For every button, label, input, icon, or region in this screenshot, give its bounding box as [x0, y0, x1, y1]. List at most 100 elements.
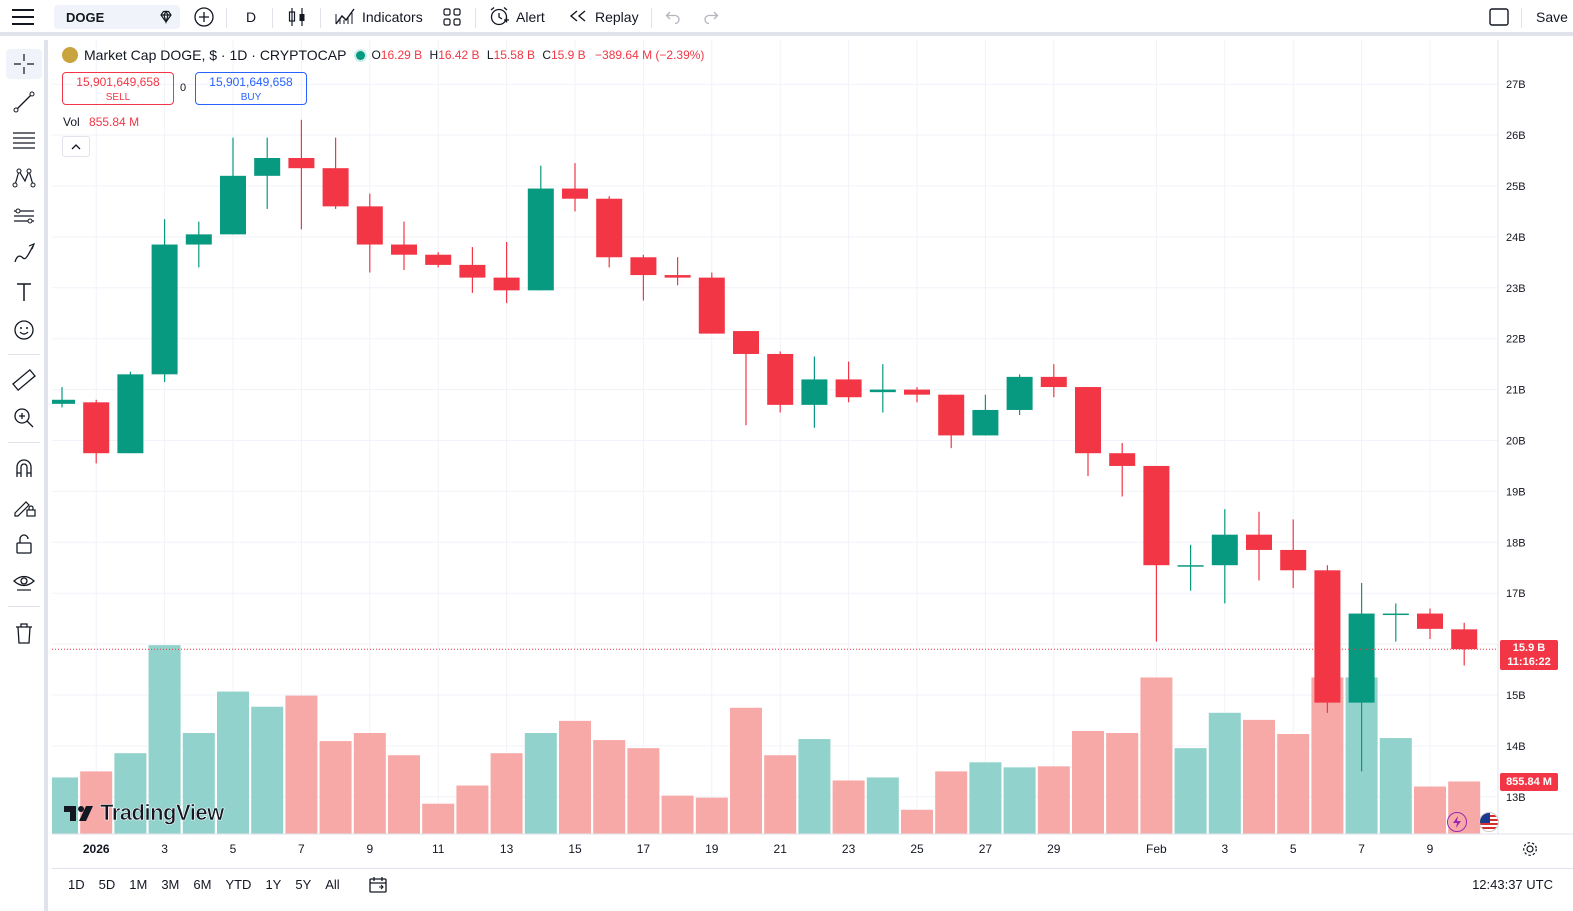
interval-button[interactable]: D — [246, 9, 257, 25]
candle-body[interactable] — [767, 353, 794, 405]
layout-icon[interactable] — [1489, 0, 1509, 34]
candle-body[interactable] — [254, 158, 281, 176]
candle-body[interactable] — [83, 402, 110, 454]
candle-body[interactable] — [185, 234, 212, 245]
range-button-1y[interactable]: 1Y — [265, 877, 282, 892]
ruler-icon[interactable] — [6, 365, 42, 395]
diamond-icon[interactable] — [158, 9, 174, 28]
replay-button[interactable]: Replay — [569, 0, 639, 34]
range-button-3m[interactable]: 3M — [161, 877, 180, 892]
candle-body[interactable] — [356, 206, 383, 245]
add-symbol-icon[interactable] — [193, 0, 215, 34]
candle-body[interactable] — [459, 264, 486, 278]
collapse-legend-button[interactable] — [62, 136, 90, 157]
range-button-ytd[interactable]: YTD — [225, 877, 252, 892]
candle-body[interactable] — [562, 188, 588, 199]
candle-body[interactable] — [425, 254, 452, 265]
candle-body[interactable] — [1143, 465, 1170, 566]
save-button[interactable]: Save — [1536, 9, 1568, 25]
volume-bar — [901, 809, 933, 834]
candle-body[interactable] — [1417, 613, 1443, 629]
candle-body[interactable] — [1246, 534, 1272, 550]
candle-body[interactable] — [1177, 565, 1204, 567]
magnet-icon[interactable] — [6, 453, 42, 483]
candle-body[interactable] — [1382, 613, 1409, 616]
y-tick-label: 23B — [1506, 283, 1526, 295]
volume-bar — [422, 803, 455, 834]
lock-drawing-icon[interactable] — [6, 491, 42, 521]
candle-body[interactable] — [733, 331, 759, 354]
doge-logo-icon — [62, 47, 78, 63]
symbol-search-button[interactable]: DOGE — [54, 5, 180, 29]
candle-body[interactable] — [1006, 376, 1033, 410]
range-button-5y[interactable]: 5Y — [295, 877, 312, 892]
candle-body[interactable] — [1280, 549, 1307, 571]
trend-line-icon[interactable] — [6, 87, 42, 117]
candle-body[interactable] — [1314, 570, 1341, 703]
forecast-icon[interactable] — [6, 201, 42, 231]
undo-icon[interactable] — [665, 0, 681, 34]
goto-date-icon[interactable] — [368, 876, 388, 894]
candle-body[interactable] — [801, 379, 828, 405]
crosshair-icon[interactable] — [6, 49, 42, 79]
zoom-in-icon[interactable] — [6, 403, 42, 433]
volume-bar — [319, 741, 352, 834]
candle-body[interactable] — [52, 399, 75, 404]
candle-body[interactable] — [664, 275, 691, 278]
last-price-value: 15.9 B — [1512, 642, 1546, 654]
range-button-1m[interactable]: 1M — [129, 877, 148, 892]
range-button-all[interactable]: All — [325, 877, 340, 892]
replay-label: Replay — [595, 9, 639, 25]
us-flag-icon[interactable] — [1479, 812, 1499, 832]
menu-icon[interactable] — [12, 0, 34, 34]
volume-bar — [730, 707, 762, 834]
alert-button[interactable]: Alert — [488, 0, 545, 34]
range-button-1d[interactable]: 1D — [68, 877, 85, 892]
y-tick-label: 27B — [1506, 79, 1526, 91]
candle-body[interactable] — [835, 379, 862, 398]
candlestick-chart[interactable]: 13B14B15B16B17B18B19B20B21B22B23B24B25B2… — [52, 40, 1573, 868]
candle-body[interactable] — [288, 158, 315, 169]
indicators-button[interactable]: Indicators — [334, 0, 423, 34]
buy-button[interactable]: 15,901,649,658 BUY — [195, 72, 307, 105]
trash-icon[interactable] — [6, 618, 42, 648]
range-button-5d[interactable]: 5D — [98, 877, 116, 892]
candle-body[interactable] — [493, 277, 520, 291]
utc-clock[interactable]: 12:43:37 UTC — [1472, 877, 1553, 892]
emoji-icon[interactable] — [6, 315, 42, 345]
candle-body[interactable] — [596, 198, 623, 258]
candle-body[interactable] — [1451, 629, 1478, 650]
eye-icon[interactable] — [6, 567, 42, 597]
candle-body[interactable] — [391, 244, 417, 255]
candle-body[interactable] — [527, 188, 554, 291]
settings-gear-icon[interactable] — [1522, 841, 1538, 862]
lightning-icon[interactable] — [1447, 812, 1467, 832]
candle-body[interactable] — [630, 257, 657, 276]
candle-body[interactable] — [1211, 534, 1238, 566]
range-button-6m[interactable]: 6M — [193, 877, 212, 892]
candle-body[interactable] — [938, 394, 965, 436]
redo-icon[interactable] — [703, 0, 719, 34]
candle-body[interactable] — [151, 244, 178, 375]
templates-icon[interactable] — [443, 0, 461, 34]
candle-body[interactable] — [869, 389, 896, 393]
candle-body[interactable] — [1109, 453, 1136, 466]
text-icon[interactable] — [6, 277, 42, 307]
candle-body[interactable] — [972, 409, 999, 436]
x-tick-label: 15 — [568, 842, 582, 856]
brush-icon[interactable] — [6, 239, 42, 269]
symbol-title[interactable]: Market Cap DOGE, $ · 1D · CRYPTOCAP — [84, 47, 347, 63]
pattern-icon[interactable] — [6, 163, 42, 193]
unlock-icon[interactable] — [6, 529, 42, 559]
candle-body[interactable] — [904, 389, 930, 395]
candle-body[interactable] — [117, 374, 144, 454]
candle-body[interactable] — [698, 277, 725, 334]
candles-icon[interactable] — [287, 0, 307, 34]
sell-button[interactable]: 15,901,649,658 SELL — [62, 72, 174, 105]
fib-retracement-icon[interactable] — [6, 125, 42, 155]
candle-body[interactable] — [1348, 613, 1375, 703]
candle-body[interactable] — [322, 168, 349, 207]
candle-body[interactable] — [1075, 387, 1101, 454]
candle-body[interactable] — [220, 175, 246, 235]
candle-body[interactable] — [1040, 376, 1067, 388]
